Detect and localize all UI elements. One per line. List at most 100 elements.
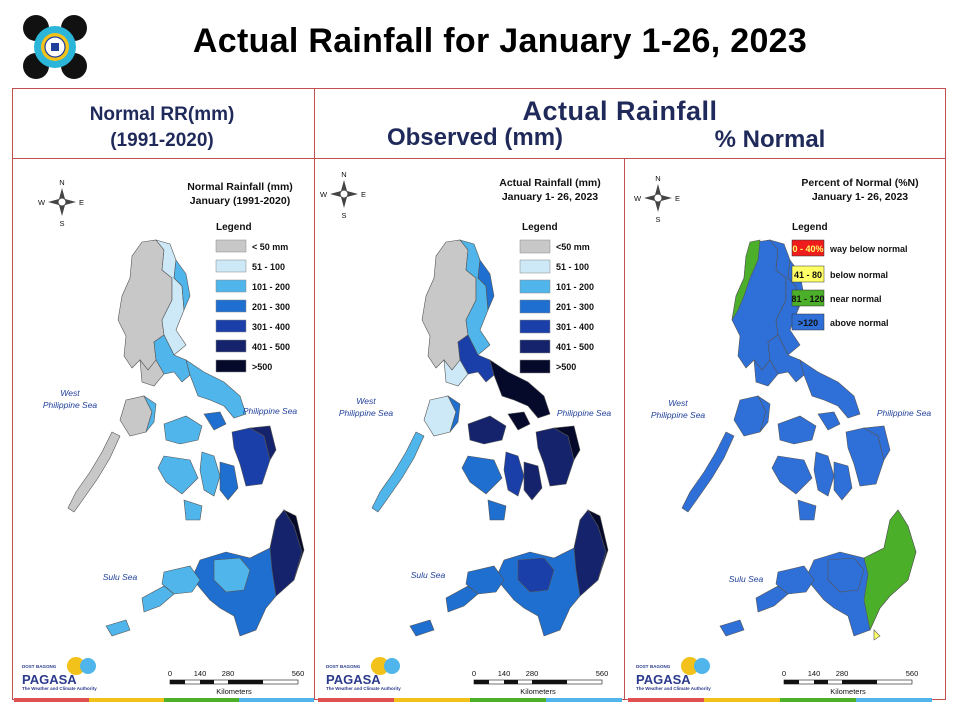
svg-text:81 - 120: 81 - 120 bbox=[791, 294, 824, 304]
svg-text:Legend: Legend bbox=[216, 222, 252, 233]
svg-text:0: 0 bbox=[782, 669, 786, 678]
svg-text:PAGASA: PAGASA bbox=[636, 672, 691, 687]
philippines-map bbox=[681, 239, 917, 641]
svg-text:E: E bbox=[361, 190, 366, 199]
svg-text:101 - 200: 101 - 200 bbox=[556, 282, 594, 292]
svg-text:W: W bbox=[634, 194, 642, 203]
actual-rainfall-map-panel: N S E W Actual Rainfall (mm) January 1- … bbox=[318, 160, 622, 700]
svg-text:W: W bbox=[320, 190, 328, 199]
svg-text:S: S bbox=[655, 215, 660, 224]
west-sea-label-2: Philippine Sea bbox=[43, 400, 98, 410]
svg-text:401 - 500: 401 - 500 bbox=[556, 342, 594, 352]
compass-rose-icon: N S E W bbox=[634, 174, 680, 224]
normal-rainfall-map-panel: N S E W Normal Rainfall (mm) January (19… bbox=[14, 160, 318, 700]
svg-text:< 50 mm: < 50 mm bbox=[252, 242, 288, 252]
svg-text:140: 140 bbox=[498, 669, 511, 678]
svg-text:201 - 300: 201 - 300 bbox=[252, 302, 290, 312]
svg-text:51 - 100: 51 - 100 bbox=[556, 262, 589, 272]
east-sea-label: Philippine Sea bbox=[557, 408, 612, 418]
west-sea-label: West bbox=[60, 388, 80, 398]
pagasa-seal-logo bbox=[22, 14, 88, 80]
west-sea-label: West bbox=[356, 396, 376, 406]
header-divider bbox=[12, 158, 946, 159]
bottom-color-bar-2 bbox=[318, 698, 622, 702]
svg-text:401 - 500: 401 - 500 bbox=[252, 342, 290, 352]
svg-text:280: 280 bbox=[526, 669, 539, 678]
svg-text:BAGONG: BAGONG bbox=[36, 664, 57, 669]
svg-text:N: N bbox=[655, 174, 660, 183]
svg-text:E: E bbox=[675, 194, 680, 203]
svg-text:BAGONG: BAGONG bbox=[650, 664, 671, 669]
svg-text:0: 0 bbox=[168, 669, 172, 678]
sulu-sea-label: Sulu Sea bbox=[729, 574, 764, 584]
svg-text:301 - 400: 301 - 400 bbox=[556, 322, 594, 332]
svg-text:Kilometers: Kilometers bbox=[830, 687, 866, 696]
svg-text:Kilometers: Kilometers bbox=[520, 687, 556, 696]
svg-text:Legend: Legend bbox=[522, 222, 558, 233]
svg-text:560: 560 bbox=[906, 669, 919, 678]
pagasa-logo: DOST BAGONG PAGASA The Weather and Clima… bbox=[22, 657, 97, 691]
svg-text:Legend: Legend bbox=[792, 222, 828, 233]
west-sea-label-2: Philippine Sea bbox=[339, 408, 394, 418]
svg-text:51 - 100: 51 - 100 bbox=[252, 262, 285, 272]
svg-text:BAGONG: BAGONG bbox=[340, 664, 361, 669]
svg-text:S: S bbox=[59, 219, 64, 228]
svg-text:41 - 80: 41 - 80 bbox=[794, 270, 822, 280]
svg-text:E: E bbox=[79, 198, 84, 207]
map-title-line1: Percent of Normal (%N) bbox=[801, 177, 918, 189]
map-title-line2: January 1- 26, 2023 bbox=[502, 191, 598, 203]
svg-text:way below normal: way below normal bbox=[829, 244, 908, 254]
svg-text:The Weather and Climate Author: The Weather and Climate Authority bbox=[22, 686, 97, 691]
svg-text:0 - 40%: 0 - 40% bbox=[792, 244, 823, 254]
svg-text:>500: >500 bbox=[252, 362, 272, 372]
west-sea-label-2: Philippine Sea bbox=[651, 410, 706, 420]
svg-text:140: 140 bbox=[194, 669, 207, 678]
pagasa-logo: DOST BAGONG PAGASA The Weather and Clima… bbox=[636, 657, 711, 691]
scale-bar: 0 140 280 560 Kilometers bbox=[472, 669, 608, 696]
svg-text:>120: >120 bbox=[798, 318, 818, 328]
scale-bar: 0 140 280 560 Kilometers bbox=[168, 669, 304, 696]
svg-text:0: 0 bbox=[472, 669, 476, 678]
svg-text:Kilometers: Kilometers bbox=[216, 687, 252, 696]
svg-text:201 - 300: 201 - 300 bbox=[556, 302, 594, 312]
map-title-line2: January 1- 26, 2023 bbox=[812, 191, 908, 203]
svg-text:below normal: below normal bbox=[830, 270, 888, 280]
rainfall-legend: Legend <50 mm 51 - 100 101 - 200 201 - 3… bbox=[519, 222, 594, 374]
svg-text:>500: >500 bbox=[556, 362, 576, 372]
svg-text:above normal: above normal bbox=[830, 318, 889, 328]
compass-rose-icon: N S E W bbox=[320, 170, 366, 220]
east-sea-label: Philippine Sea bbox=[877, 408, 932, 418]
scale-bar: 0 140 280 560 Kilometers bbox=[782, 669, 918, 696]
svg-text:PAGASA: PAGASA bbox=[326, 672, 381, 687]
column-divider-1 bbox=[314, 88, 315, 700]
svg-text:N: N bbox=[59, 178, 64, 187]
svg-text:560: 560 bbox=[596, 669, 609, 678]
percent-normal-header: % Normal bbox=[714, 126, 826, 153]
svg-text:S: S bbox=[341, 211, 346, 220]
map-title-line1: Normal Rainfall (mm) bbox=[187, 181, 293, 193]
bottom-color-bar-3 bbox=[628, 698, 932, 702]
pagasa-logo: DOST BAGONG PAGASA The Weather and Clima… bbox=[326, 657, 401, 691]
svg-text:DOST: DOST bbox=[22, 664, 35, 669]
column-divider-2 bbox=[624, 158, 625, 700]
svg-text:<50 mm: <50 mm bbox=[556, 242, 590, 252]
page-title: Actual Rainfall for January 1-26, 2023 bbox=[192, 22, 808, 60]
svg-text:N: N bbox=[341, 170, 346, 179]
svg-text:560: 560 bbox=[292, 669, 305, 678]
svg-text:140: 140 bbox=[808, 669, 821, 678]
observed-header: Observed (mm) bbox=[386, 124, 564, 151]
map-title-line2: January (1991-2020) bbox=[190, 195, 290, 207]
map-title-line1: Actual Rainfall (mm) bbox=[499, 177, 601, 189]
svg-text:301 - 400: 301 - 400 bbox=[252, 322, 290, 332]
svg-text:101 - 200: 101 - 200 bbox=[252, 282, 290, 292]
rainfall-legend: Legend < 50 mm 51 - 100 101 - 200 201 - … bbox=[215, 222, 290, 373]
svg-text:The Weather and Climate Author: The Weather and Climate Authority bbox=[636, 686, 711, 691]
svg-text:The Weather and Climate Author: The Weather and Climate Authority bbox=[326, 686, 401, 691]
normal-header-line2: (1991-2020) bbox=[110, 130, 214, 151]
compass-rose-icon: N S E W bbox=[38, 178, 84, 228]
bottom-color-bar-1 bbox=[14, 698, 314, 702]
percent-normal-map-panel: N S E W Percent of Normal (%N) January 1… bbox=[628, 160, 932, 700]
sulu-sea-label: Sulu Sea bbox=[411, 570, 446, 580]
percent-normal-legend: Legend 0 - 40% 41 - 80 81 - 120 >120 way… bbox=[791, 222, 908, 331]
west-sea-label: West bbox=[668, 398, 688, 408]
